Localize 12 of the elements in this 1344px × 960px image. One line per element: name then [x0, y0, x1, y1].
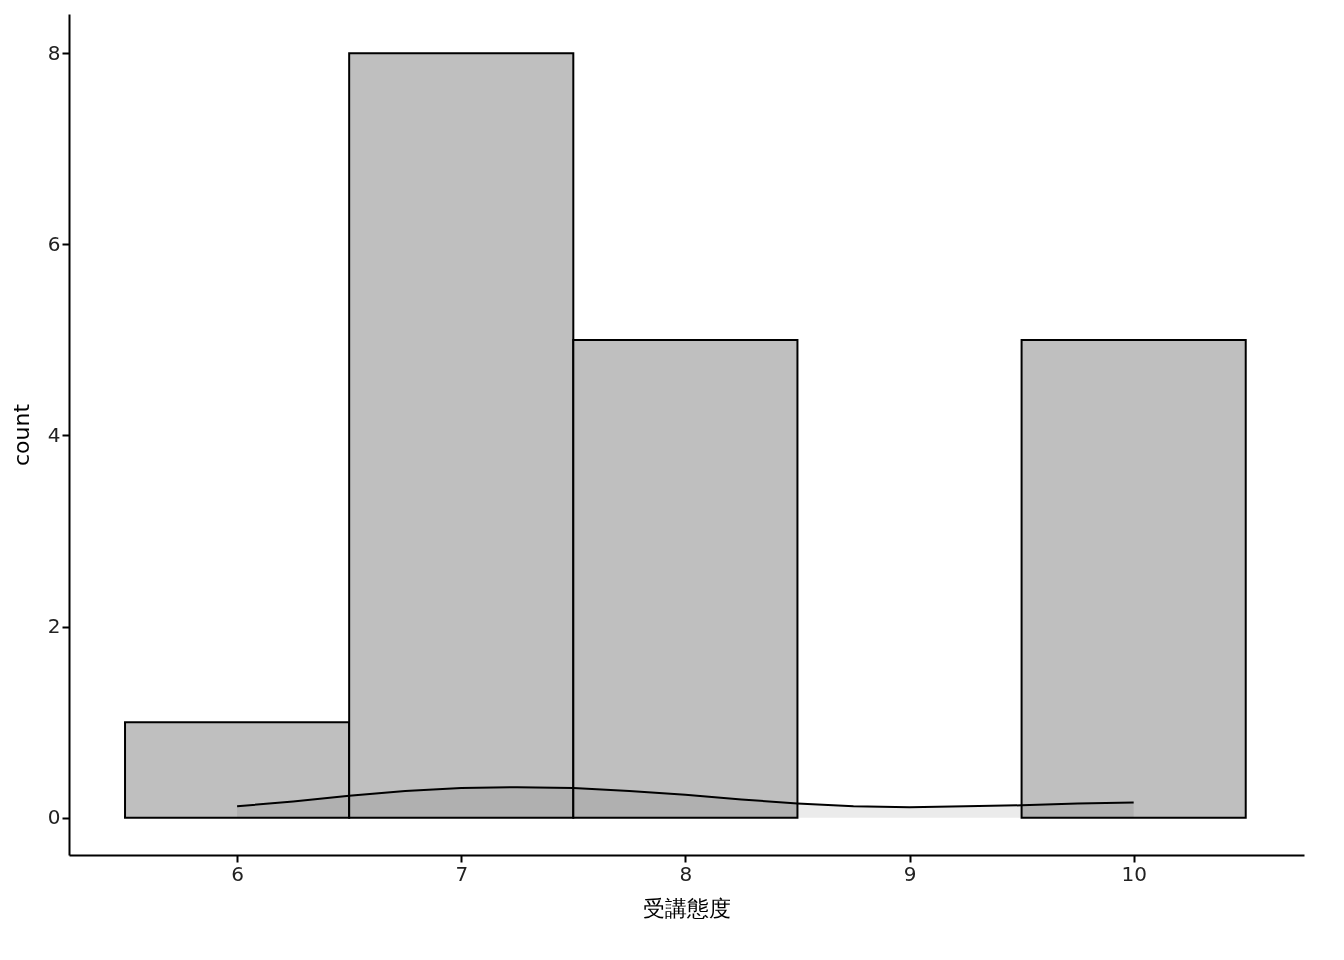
y-tick-label: 2 [47, 614, 61, 639]
y-tick-label: 0 [47, 805, 61, 830]
x-tick-label: 6 [231, 861, 244, 886]
y-axis-title: count [8, 403, 34, 467]
x-axis-title: 受講態度 [643, 895, 731, 921]
y-tick-label: 6 [47, 231, 61, 256]
y-tick-label: 8 [47, 40, 61, 65]
x-tick-label: 10 [1121, 861, 1147, 886]
y-tick-label: 4 [47, 422, 61, 447]
x-tick-label: 9 [903, 861, 917, 886]
x-tick-label: 8 [679, 861, 693, 886]
x-tick-label: 7 [455, 861, 469, 886]
